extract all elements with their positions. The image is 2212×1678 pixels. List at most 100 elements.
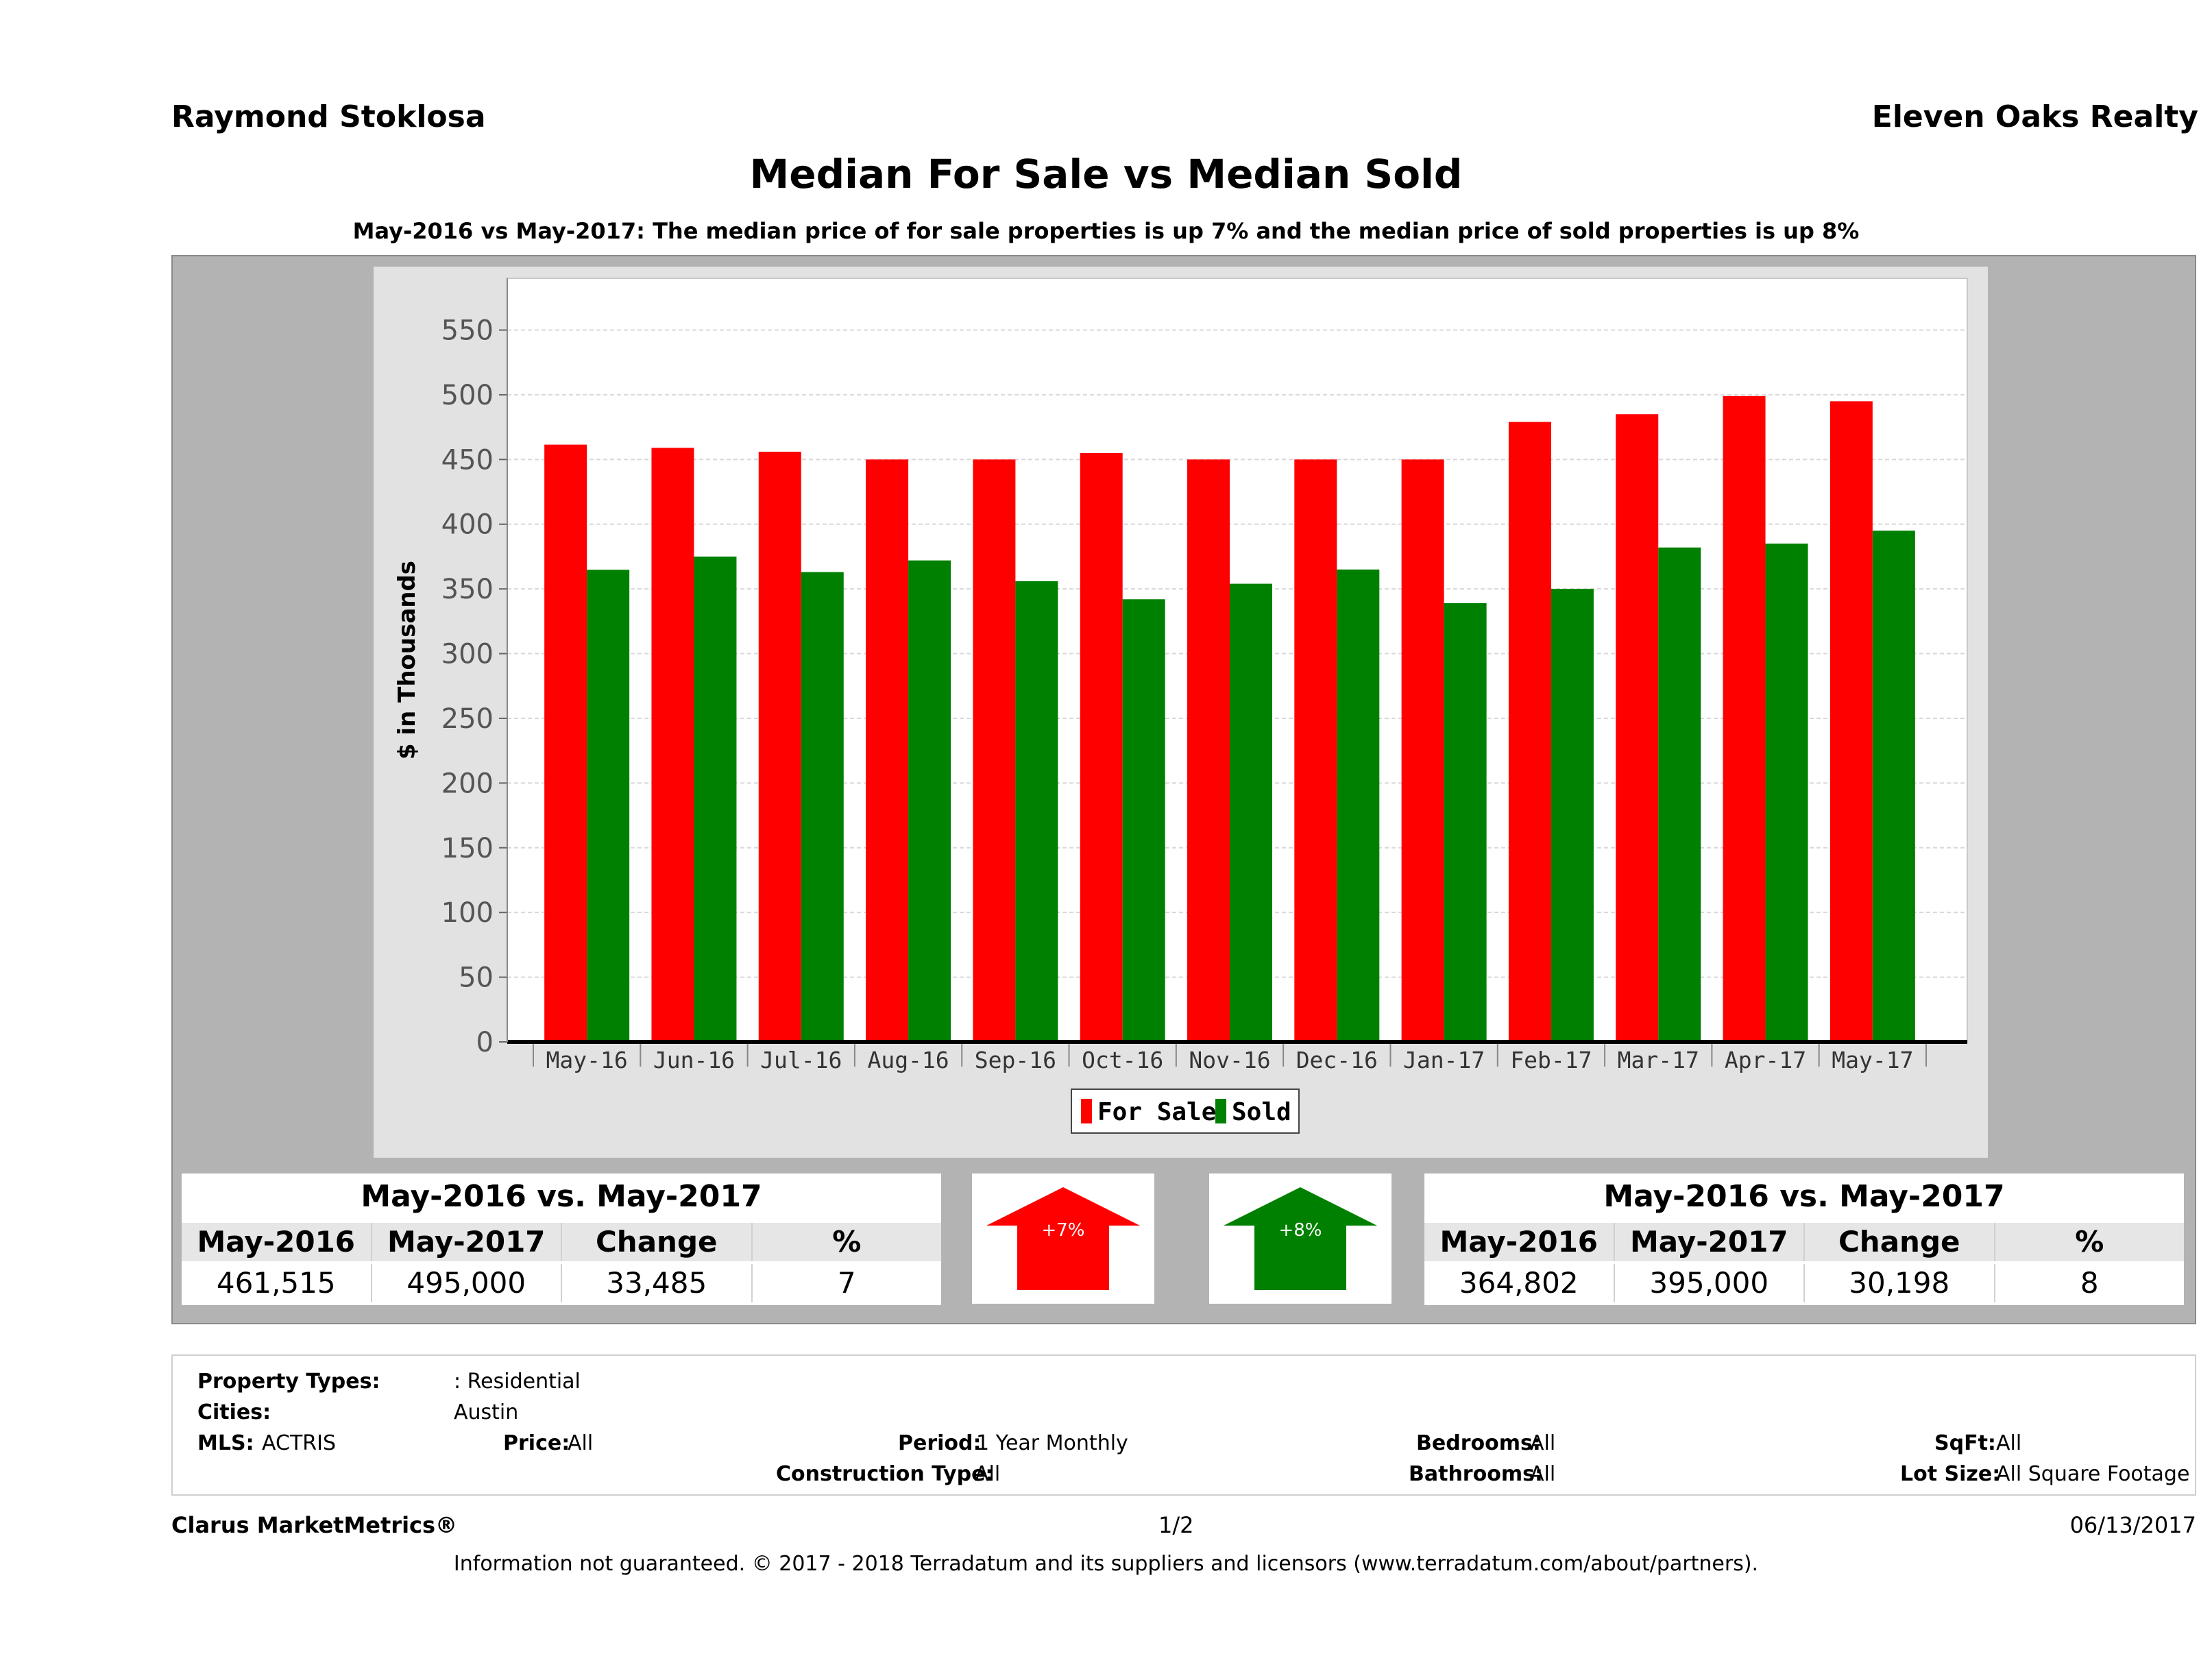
y-tick-label: 550: [441, 315, 494, 347]
sold-value: 395,000: [1615, 1264, 1805, 1302]
sold-bar: [801, 572, 844, 1042]
page-number: 1/2: [1158, 1512, 1194, 1538]
sold-bar: [1551, 589, 1594, 1042]
for-sale-legend-swatch: [1081, 1099, 1092, 1123]
y-axis-label: $ in Thousands: [393, 561, 421, 759]
for-sale-summary-heading: May-2016 vs. May-2017: [361, 1179, 762, 1214]
sold-bar: [1444, 603, 1487, 1042]
x-tick-label: Jun-16: [653, 1047, 735, 1073]
bedrooms-value: All: [1530, 1431, 1556, 1455]
sold-value: 30,198: [1805, 1264, 1995, 1302]
y-tick-label: 50: [459, 962, 494, 994]
x-tick-label: May-16: [546, 1047, 628, 1073]
sold-col-header: May-2017: [1615, 1223, 1805, 1261]
y-tick-label: 200: [441, 768, 494, 799]
for-sale-value: 7: [837, 1266, 856, 1300]
y-tick-label: 400: [441, 509, 494, 541]
bedrooms-label: Bedrooms:: [1416, 1431, 1541, 1455]
sold-legend-swatch: [1215, 1099, 1226, 1123]
disclaimer: Information not guaranteed. © 2017 - 201…: [453, 1552, 1759, 1576]
for-sale-col-header: May-2016: [182, 1223, 372, 1261]
bathrooms-value: All: [1530, 1462, 1556, 1486]
y-tick-label: 250: [441, 703, 494, 735]
price-value: All: [568, 1431, 594, 1455]
up-arrow-icon: [986, 1187, 1140, 1290]
cities-label: Cities:: [197, 1400, 271, 1424]
for-sale-bar: [544, 444, 587, 1042]
for-sale-col-header: Change: [562, 1223, 753, 1261]
sold-bar: [1122, 599, 1165, 1042]
x-tick-label: Jul-16: [760, 1047, 842, 1073]
sold-change-arrow: +8%: [1209, 1174, 1391, 1304]
report-filters: Property Types: : Residential Cities: Au…: [171, 1354, 2196, 1496]
chart-subtitle: May-2016 vs May-2017: The median price o…: [352, 218, 1860, 244]
for-sale-bar: [1294, 459, 1337, 1042]
chart-area: 0 50 100 150 200 250 300 350 400 450 500 550 $ in Th…: [374, 267, 1988, 1158]
product-name: Clarus MarketMetrics®: [171, 1512, 458, 1538]
cities-value: Austin: [454, 1400, 519, 1424]
sold-bar: [694, 556, 737, 1042]
period-label: Period:: [898, 1431, 982, 1455]
construction-type-value: All: [975, 1462, 1001, 1486]
y-tick-label: 450: [441, 444, 494, 476]
agent-name: Raymond Stoklosa: [171, 99, 486, 134]
x-tick-label: Mar-17: [1618, 1047, 1699, 1073]
for-sale-bar: [866, 459, 909, 1042]
for-sale-bar: [758, 452, 801, 1042]
lot-size-value: All Square Footage: [1996, 1462, 2190, 1486]
for-sale-col-header: May-2017: [372, 1223, 562, 1261]
sold-bar: [908, 560, 951, 1042]
for-sale-value: 495,000: [372, 1264, 562, 1302]
x-tick-label: Feb-17: [1510, 1047, 1592, 1073]
y-tick-label: 500: [441, 380, 494, 411]
sold-col-header: Change: [1805, 1223, 1995, 1261]
legend-box: [1071, 1089, 1300, 1134]
sqft-value: All: [1996, 1431, 2022, 1455]
mls-label: MLS:: [197, 1431, 254, 1455]
sold-change-label: +8%: [1278, 1220, 1322, 1241]
x-tick-label: Aug-16: [867, 1047, 949, 1073]
for-sale-bar: [1401, 459, 1444, 1042]
for-sale-bar: [651, 448, 694, 1042]
for-sale-bar: [973, 459, 1016, 1042]
sold-col-header: %: [2075, 1225, 2104, 1258]
price-label: Price:: [503, 1431, 570, 1455]
sold-value: 8: [2080, 1266, 2099, 1300]
for-sale-bar: [1080, 452, 1123, 1042]
sold-bar: [1765, 544, 1808, 1042]
for-sale-legend-label: For Sale: [1097, 1098, 1216, 1126]
sold-bar: [587, 570, 630, 1042]
property-types-label: Property Types:: [197, 1370, 380, 1394]
sold-summary-table: May-2016 vs. May-2017 May-2016 May-2017 …: [1424, 1174, 2184, 1305]
x-tick-label: Jan-17: [1403, 1047, 1485, 1073]
for-sale-bar: [1723, 396, 1766, 1042]
y-tick-label: 0: [476, 1027, 494, 1058]
bar-chart: 0 50 100 150 200 250 300 350 400 450 500 550 $ in Th…: [393, 278, 1968, 1134]
y-tick-label: 350: [441, 574, 494, 605]
x-tick-label: Sep-16: [975, 1047, 1056, 1073]
sold-bar: [1230, 583, 1272, 1042]
mls-value: ACTRIS: [262, 1431, 337, 1455]
sold-bar: [1872, 531, 1915, 1042]
x-tick-label: Nov-16: [1189, 1047, 1270, 1073]
for-sale-bar: [1508, 422, 1551, 1042]
x-tick-label: Oct-16: [1082, 1047, 1163, 1073]
y-tick-label: 300: [441, 639, 494, 670]
for-sale-summary-table: May-2016 vs. May-2017 May-2016 May-2017 …: [182, 1174, 941, 1305]
sold-bar: [1337, 569, 1380, 1042]
period-value: 1 Year Monthly: [976, 1431, 1128, 1455]
lot-size-label: Lot Size:: [1900, 1462, 2001, 1486]
for-sale-bar: [1616, 414, 1659, 1042]
up-arrow-icon: [1224, 1187, 1377, 1290]
x-tick-label: May-17: [1832, 1047, 1913, 1073]
for-sale-change-label: +7%: [1041, 1220, 1085, 1241]
property-types-value: : Residential: [454, 1370, 581, 1394]
sold-legend-label: Sold: [1232, 1098, 1291, 1126]
bathrooms-label: Bathrooms:: [1409, 1462, 1543, 1486]
for-sale-bar: [1830, 401, 1873, 1042]
brokerage-name: Eleven Oaks Realty: [1871, 99, 2198, 134]
sold-col-header: May-2016: [1424, 1223, 1615, 1261]
sold-summary-heading: May-2016 vs. May-2017: [1603, 1179, 2005, 1214]
for-sale-value: 461,515: [182, 1264, 372, 1302]
sold-bar: [1015, 581, 1058, 1042]
